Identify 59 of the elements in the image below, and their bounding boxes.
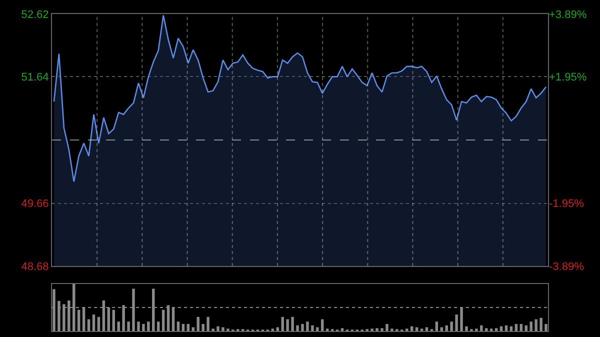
bar	[520, 324, 523, 331]
bar	[142, 324, 145, 331]
bar	[311, 325, 314, 331]
y-tick-label: 52.62	[21, 8, 49, 21]
bar	[276, 327, 279, 331]
bar	[530, 322, 532, 331]
y-tick-label: 49.66	[21, 198, 49, 210]
bar	[176, 322, 180, 331]
bar	[112, 310, 115, 331]
bar	[450, 322, 453, 331]
bar	[137, 322, 140, 331]
y-tick-label: 48.68	[21, 260, 49, 273]
bar	[92, 314, 96, 331]
bar	[301, 324, 304, 331]
bar	[97, 316, 100, 331]
bar	[156, 322, 160, 331]
bar	[321, 319, 324, 331]
bar	[306, 322, 309, 331]
bar	[127, 322, 130, 331]
bar	[196, 316, 200, 331]
bar	[376, 328, 378, 331]
bar	[316, 327, 319, 331]
bar	[455, 314, 458, 331]
y2-tick-label: +3.89%	[549, 8, 587, 21]
bar	[222, 327, 224, 331]
bar	[77, 310, 80, 331]
y2-tick-label: +1.95%	[549, 72, 587, 84]
bar	[540, 318, 542, 331]
bar	[291, 316, 294, 331]
y2-tick-label: -1.95%	[549, 198, 584, 210]
bar	[192, 327, 195, 331]
bar	[440, 327, 444, 331]
bar	[296, 325, 299, 331]
bar	[494, 328, 498, 331]
bar	[281, 316, 284, 331]
bar	[206, 316, 210, 331]
bar	[202, 324, 204, 331]
bar	[425, 327, 428, 331]
bar	[117, 322, 120, 331]
bar	[182, 324, 185, 331]
bar	[186, 324, 190, 331]
y-tick-label: 51.64	[21, 72, 49, 84]
y2-tick-label: -3.89%	[549, 260, 584, 273]
bar	[514, 324, 518, 331]
bar	[340, 328, 344, 331]
bar	[544, 324, 548, 331]
bar	[534, 319, 538, 331]
bar	[485, 328, 488, 331]
bar	[286, 319, 289, 331]
bar	[415, 327, 418, 331]
bar	[435, 322, 438, 331]
bar	[216, 326, 220, 331]
bar	[465, 326, 468, 331]
bar	[480, 325, 483, 331]
bar	[386, 324, 388, 331]
bar	[87, 319, 90, 331]
bar	[147, 322, 150, 331]
bar	[162, 310, 165, 331]
bar	[380, 328, 384, 331]
